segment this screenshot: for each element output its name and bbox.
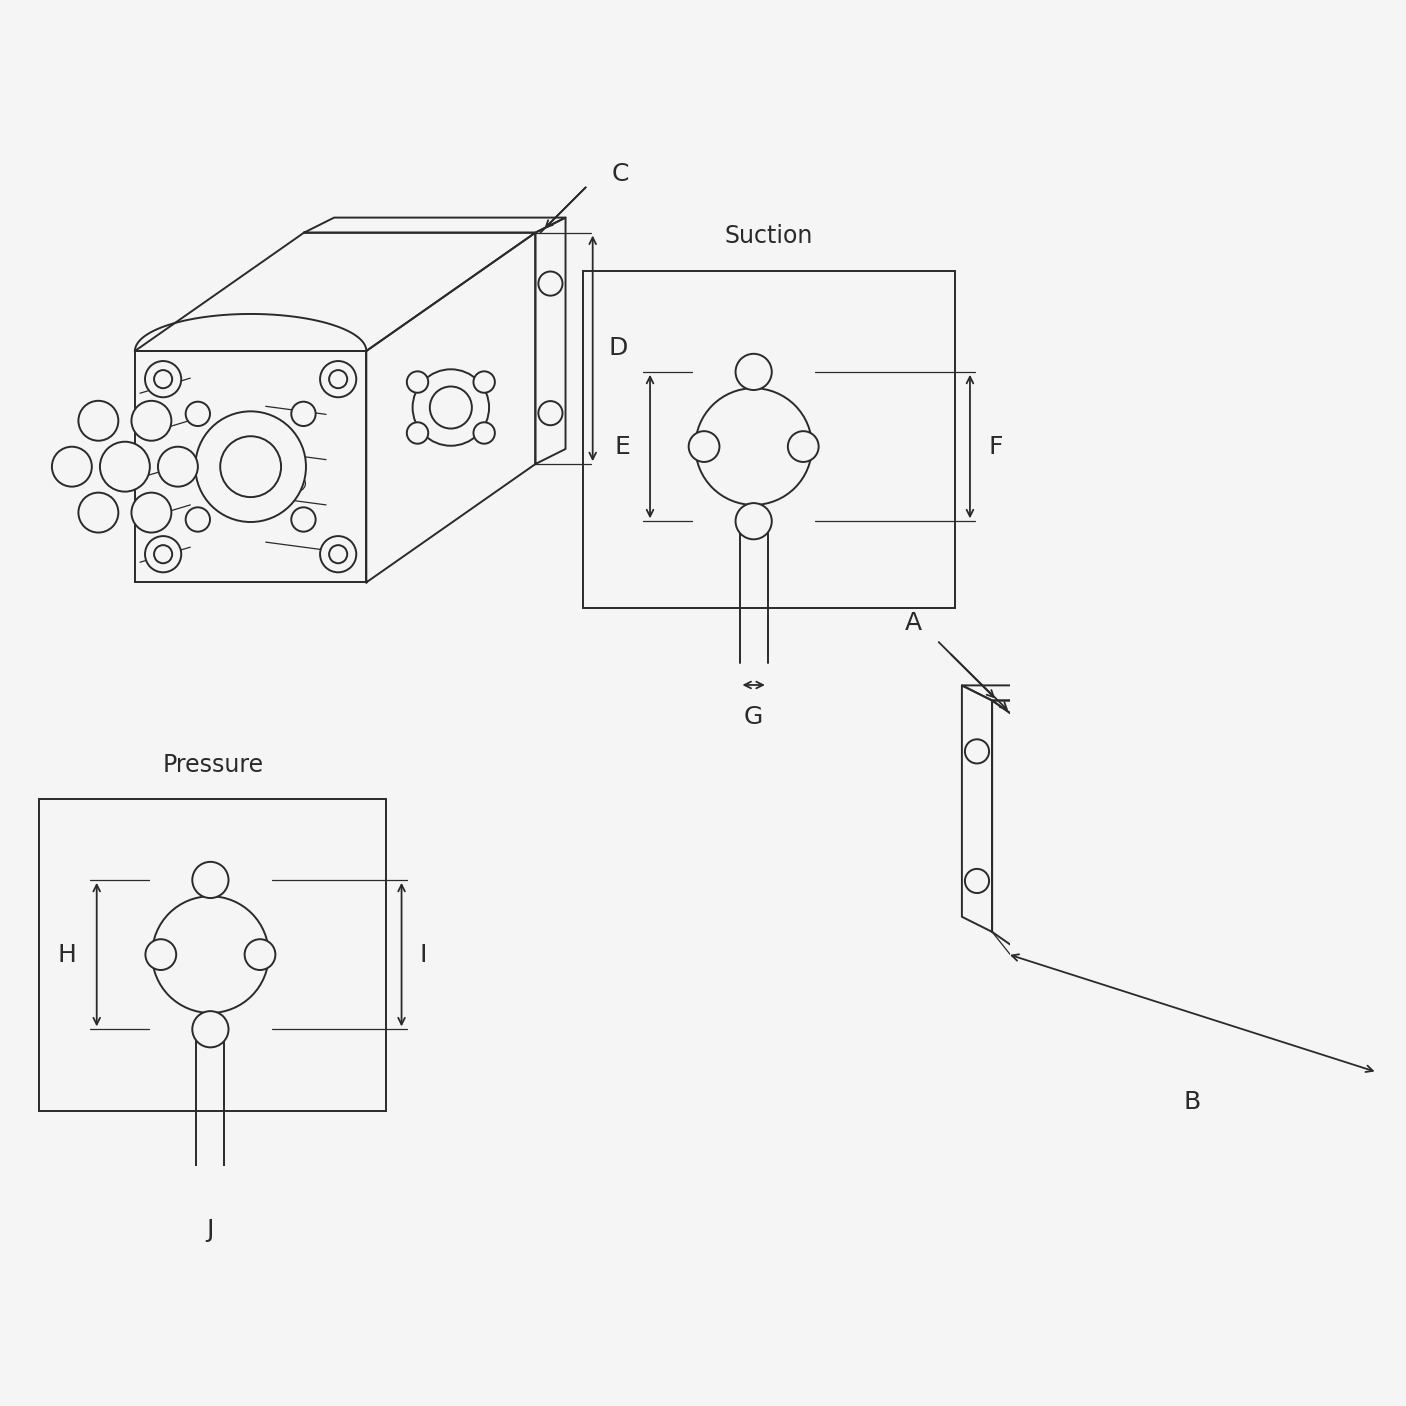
Circle shape — [1346, 830, 1382, 865]
Circle shape — [1212, 869, 1236, 894]
Circle shape — [186, 508, 209, 531]
Circle shape — [1032, 890, 1054, 911]
Circle shape — [1126, 910, 1175, 959]
Circle shape — [689, 432, 720, 463]
Circle shape — [186, 402, 209, 426]
Circle shape — [193, 862, 229, 898]
Text: D: D — [609, 336, 628, 360]
Circle shape — [1171, 1004, 1208, 1040]
Circle shape — [1180, 1012, 1198, 1031]
Circle shape — [155, 370, 172, 388]
Circle shape — [100, 441, 150, 492]
Circle shape — [1246, 904, 1308, 965]
Text: F: F — [988, 434, 1002, 458]
Circle shape — [406, 422, 429, 444]
Circle shape — [538, 401, 562, 425]
Circle shape — [329, 370, 347, 388]
Circle shape — [1184, 914, 1225, 955]
Circle shape — [157, 447, 198, 486]
Circle shape — [1032, 839, 1054, 860]
Ellipse shape — [252, 463, 305, 494]
Circle shape — [1099, 839, 1121, 860]
Circle shape — [193, 1011, 229, 1047]
Circle shape — [1157, 960, 1198, 1000]
Text: C: C — [612, 162, 628, 187]
Circle shape — [145, 361, 181, 398]
Text: I: I — [419, 942, 427, 966]
Circle shape — [131, 401, 172, 440]
Circle shape — [735, 503, 772, 540]
Circle shape — [1099, 890, 1121, 911]
Text: J: J — [207, 1218, 214, 1241]
Text: Suction: Suction — [724, 225, 813, 249]
Circle shape — [321, 361, 356, 398]
Text: G: G — [744, 704, 763, 730]
Circle shape — [131, 492, 172, 533]
Circle shape — [1056, 855, 1098, 897]
Circle shape — [538, 271, 562, 295]
Circle shape — [152, 896, 269, 1012]
Circle shape — [221, 436, 281, 498]
Text: B: B — [1184, 1091, 1201, 1115]
Circle shape — [474, 371, 495, 392]
Circle shape — [787, 432, 818, 463]
Circle shape — [52, 447, 91, 486]
Circle shape — [406, 371, 429, 392]
Circle shape — [1355, 838, 1374, 856]
Circle shape — [79, 492, 118, 533]
Bar — [39, 799, 387, 1111]
Circle shape — [1346, 1004, 1382, 1040]
Circle shape — [145, 536, 181, 572]
Circle shape — [145, 939, 176, 970]
Circle shape — [412, 370, 489, 446]
Circle shape — [329, 546, 347, 564]
Circle shape — [291, 508, 315, 531]
Circle shape — [965, 869, 988, 893]
Circle shape — [321, 536, 356, 572]
Circle shape — [1180, 838, 1198, 856]
Circle shape — [430, 387, 472, 429]
Bar — [582, 270, 955, 607]
Circle shape — [1105, 960, 1144, 1000]
Text: E: E — [614, 434, 630, 458]
Circle shape — [1078, 914, 1118, 955]
Circle shape — [1157, 869, 1198, 908]
Circle shape — [965, 740, 988, 763]
Circle shape — [1355, 1012, 1374, 1031]
Circle shape — [1105, 869, 1144, 908]
Circle shape — [735, 354, 772, 389]
Circle shape — [1317, 976, 1341, 1000]
Circle shape — [195, 412, 307, 522]
Circle shape — [474, 422, 495, 444]
Circle shape — [1171, 830, 1208, 865]
Text: A: A — [904, 612, 922, 636]
Circle shape — [245, 939, 276, 970]
Circle shape — [291, 402, 315, 426]
Ellipse shape — [1222, 931, 1277, 962]
Text: Pressure: Pressure — [162, 752, 263, 776]
Circle shape — [696, 388, 813, 505]
Circle shape — [1317, 869, 1341, 894]
Circle shape — [1039, 837, 1115, 914]
Circle shape — [155, 546, 172, 564]
Text: H: H — [58, 942, 76, 966]
Circle shape — [1212, 976, 1236, 1000]
Circle shape — [79, 401, 118, 440]
Circle shape — [1222, 879, 1331, 990]
